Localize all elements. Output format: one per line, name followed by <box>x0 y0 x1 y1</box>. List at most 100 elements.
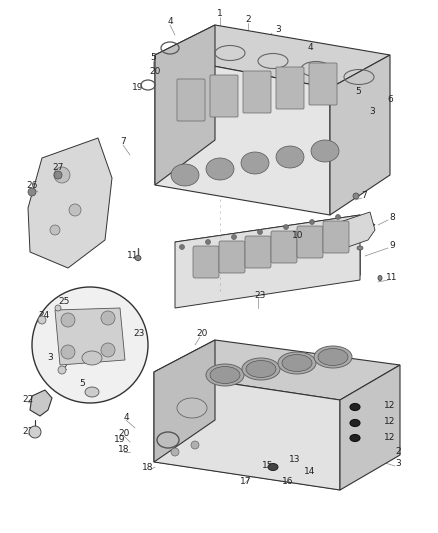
Ellipse shape <box>82 351 102 365</box>
Text: 1: 1 <box>217 10 223 19</box>
Text: 2: 2 <box>61 364 67 373</box>
Circle shape <box>28 188 36 196</box>
Text: 8: 8 <box>389 214 395 222</box>
Polygon shape <box>154 340 215 462</box>
Ellipse shape <box>242 358 280 380</box>
Circle shape <box>171 448 179 456</box>
Text: 5: 5 <box>79 379 85 389</box>
Polygon shape <box>28 138 112 268</box>
Text: 27: 27 <box>52 164 64 173</box>
Text: 20: 20 <box>196 329 208 338</box>
FancyBboxPatch shape <box>271 231 297 263</box>
FancyBboxPatch shape <box>219 241 245 273</box>
Polygon shape <box>55 308 125 365</box>
Circle shape <box>232 235 237 239</box>
Ellipse shape <box>350 403 360 410</box>
FancyBboxPatch shape <box>276 67 304 109</box>
Polygon shape <box>30 390 52 416</box>
Text: 21: 21 <box>22 427 34 437</box>
Text: 26: 26 <box>26 182 38 190</box>
FancyBboxPatch shape <box>243 71 271 113</box>
Text: 12: 12 <box>384 433 396 442</box>
Text: 19: 19 <box>132 84 144 93</box>
Circle shape <box>54 171 62 179</box>
Polygon shape <box>155 25 390 88</box>
Circle shape <box>61 313 75 327</box>
Text: 2: 2 <box>395 448 401 456</box>
Circle shape <box>61 345 75 359</box>
Circle shape <box>58 366 66 374</box>
FancyBboxPatch shape <box>210 75 238 117</box>
Polygon shape <box>330 55 390 215</box>
Ellipse shape <box>318 349 348 366</box>
Ellipse shape <box>357 246 363 250</box>
Text: 2: 2 <box>245 15 251 25</box>
Ellipse shape <box>177 398 207 418</box>
Text: 10: 10 <box>292 231 304 240</box>
Polygon shape <box>340 212 375 248</box>
Text: 7: 7 <box>120 138 126 147</box>
Circle shape <box>50 225 60 235</box>
FancyBboxPatch shape <box>297 226 323 258</box>
Text: 4: 4 <box>123 414 129 423</box>
Circle shape <box>38 316 46 324</box>
Text: 17: 17 <box>240 478 252 487</box>
Ellipse shape <box>210 367 240 384</box>
Ellipse shape <box>135 255 141 261</box>
Polygon shape <box>155 55 330 215</box>
Text: 11: 11 <box>386 273 398 282</box>
Ellipse shape <box>282 354 312 372</box>
FancyBboxPatch shape <box>309 63 337 105</box>
Circle shape <box>69 204 81 216</box>
Text: 19: 19 <box>114 435 126 445</box>
Text: 14: 14 <box>304 467 316 477</box>
FancyBboxPatch shape <box>245 236 271 268</box>
Ellipse shape <box>246 360 276 377</box>
FancyBboxPatch shape <box>193 246 219 278</box>
Ellipse shape <box>241 152 269 174</box>
Circle shape <box>353 193 359 199</box>
Polygon shape <box>154 372 340 490</box>
Ellipse shape <box>268 464 278 471</box>
Ellipse shape <box>171 164 199 186</box>
Ellipse shape <box>206 364 244 386</box>
Text: 23: 23 <box>133 329 145 338</box>
Ellipse shape <box>206 158 234 180</box>
Polygon shape <box>340 365 400 490</box>
Text: 3: 3 <box>47 353 53 362</box>
Text: 23: 23 <box>254 292 266 301</box>
Text: 3: 3 <box>395 459 401 469</box>
FancyBboxPatch shape <box>323 221 349 253</box>
Circle shape <box>283 224 289 230</box>
Ellipse shape <box>311 140 339 162</box>
Text: 16: 16 <box>282 478 294 487</box>
Text: 3: 3 <box>369 108 375 117</box>
Text: 5: 5 <box>355 87 361 96</box>
Text: 5: 5 <box>150 53 156 62</box>
Ellipse shape <box>314 346 352 368</box>
Text: 24: 24 <box>39 311 49 320</box>
Text: 6: 6 <box>387 94 393 103</box>
Text: 15: 15 <box>262 462 274 471</box>
Text: 4: 4 <box>307 43 313 52</box>
Polygon shape <box>175 215 360 308</box>
Ellipse shape <box>85 387 99 397</box>
Ellipse shape <box>278 352 316 374</box>
Circle shape <box>258 230 262 235</box>
Text: 7: 7 <box>361 191 367 200</box>
Text: 13: 13 <box>289 456 301 464</box>
Ellipse shape <box>378 276 382 280</box>
Circle shape <box>191 441 199 449</box>
Circle shape <box>101 311 115 325</box>
Text: 11: 11 <box>127 252 139 261</box>
Text: 12: 12 <box>384 417 396 426</box>
Circle shape <box>310 220 314 224</box>
Ellipse shape <box>276 146 304 168</box>
Text: 25: 25 <box>58 297 70 306</box>
Text: 3: 3 <box>275 26 281 35</box>
Text: 18: 18 <box>142 464 154 472</box>
Polygon shape <box>175 215 375 255</box>
Ellipse shape <box>350 419 360 426</box>
Circle shape <box>29 426 41 438</box>
Text: 9: 9 <box>389 241 395 251</box>
